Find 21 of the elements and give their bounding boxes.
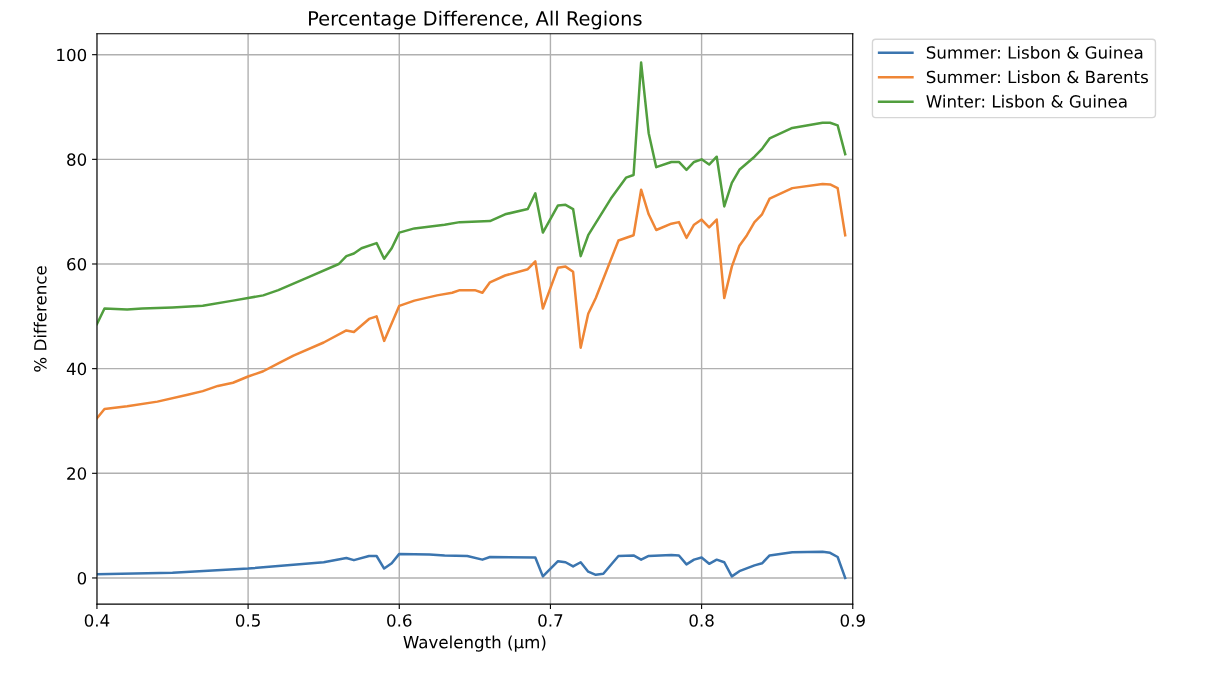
legend-label: Summer: Lisbon & Barents — [926, 70, 1148, 84]
x-tick-label: 0.5 — [235, 614, 260, 627]
x-tick-label: 0.7 — [538, 614, 563, 627]
x-tick-label: 0.8 — [689, 614, 714, 627]
legend-label: Winter: Lisbon & Guinea — [926, 94, 1127, 108]
x-tick-label: 0.9 — [840, 614, 865, 627]
chart-title: Percentage Difference, All Regions — [309, 10, 642, 30]
line-series — [96, 550, 847, 580]
y-tick-label: 40 — [66, 362, 87, 376]
y-axis-title: % Difference — [33, 266, 47, 372]
y-tick-label: 60 — [67, 257, 87, 271]
x-axis-title: Wavelength (μm) — [403, 635, 546, 652]
y-tick-label: 80 — [67, 153, 87, 166]
y-tick-label: 0 — [77, 571, 87, 585]
x-tick-label: 0.6 — [387, 614, 412, 627]
y-tick-label: 20 — [67, 467, 87, 480]
line-series — [96, 182, 847, 420]
y-tick-label: 100 — [57, 48, 87, 62]
legend-label: Summer: Lisbon & Guinea — [926, 45, 1143, 59]
line-series — [96, 61, 847, 326]
x-tick-label: 0.4 — [84, 614, 110, 627]
